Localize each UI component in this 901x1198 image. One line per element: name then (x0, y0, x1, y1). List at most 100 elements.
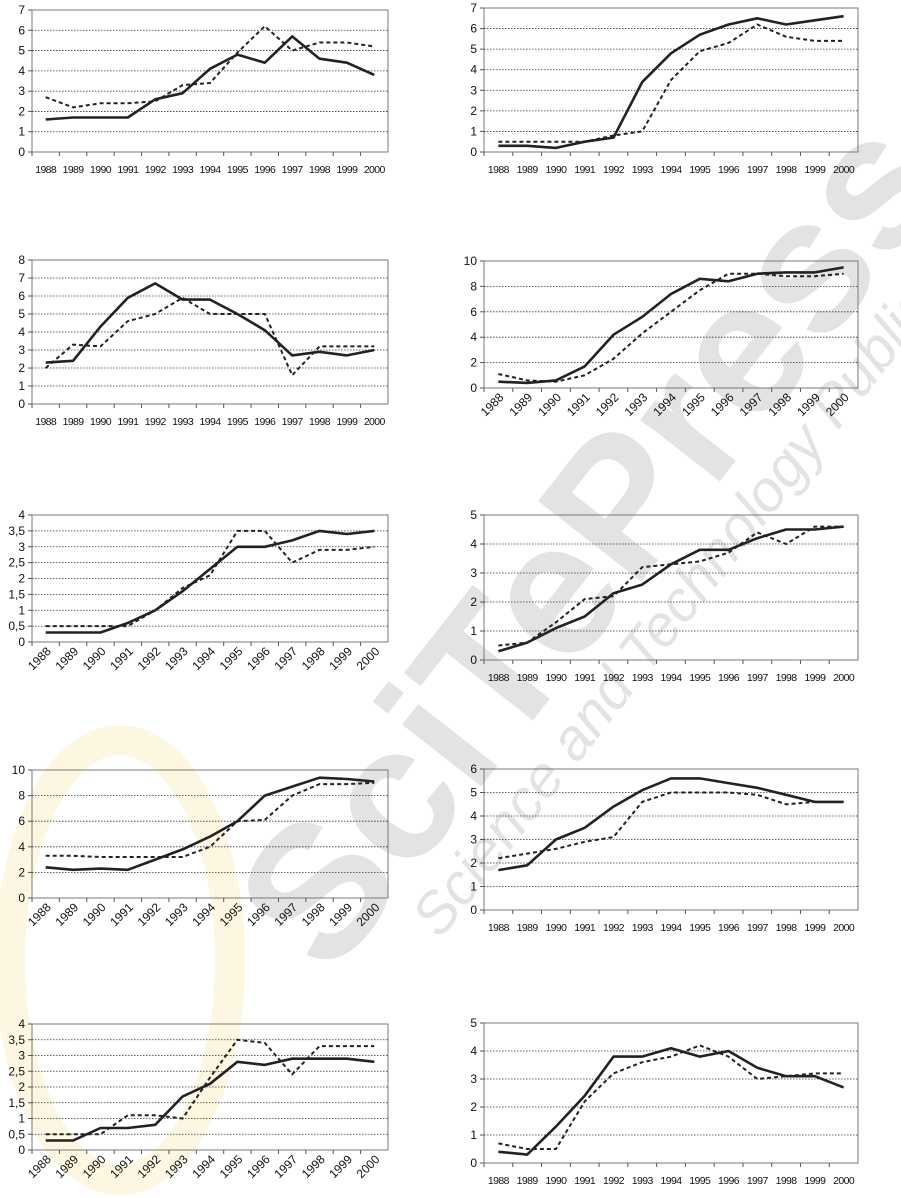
dashed-series-line (45, 296, 375, 377)
y-tick-label: 3 (470, 833, 477, 847)
y-tick-label: 1 (18, 125, 25, 139)
x-tick-label: 2000 (364, 164, 386, 176)
y-tick-label: 5 (470, 1016, 477, 1030)
y-tick-label: 5 (470, 508, 477, 522)
y-tick-label: 3,5 (8, 524, 25, 538)
dashed-series-line (45, 24, 375, 109)
x-tick-label: 1997 (747, 922, 769, 934)
x-tick-label: 1991 (574, 922, 596, 934)
x-tick-label: 1991 (574, 672, 596, 684)
x-tick-label: 1996 (254, 164, 276, 176)
x-tick-label: 1997 (282, 416, 304, 428)
x-tick-label: 2000 (833, 922, 855, 934)
y-tick-label: 2 (470, 104, 477, 118)
x-tick-label: 1991 (117, 164, 139, 176)
x-tick-label: 2000 (354, 644, 383, 673)
solid-series-line (45, 282, 375, 364)
y-tick-label: 2 (18, 572, 25, 586)
chart-2-left: 0 1 2 3 4 5 6 7 8 1988 1989 1990 1991 1992 1993 1994 199… (18, 253, 389, 428)
x-tick-label: 1996 (244, 1152, 273, 1181)
solid-series-line (45, 1057, 375, 1142)
dashed-series-line (498, 272, 844, 383)
y-tick-label: 2 (18, 104, 25, 118)
x-tick-label: 1994 (661, 672, 683, 684)
x-tick-label: 1989 (63, 164, 85, 176)
chart-4-left: 0246810198819891990199119921993199419951… (12, 763, 389, 929)
x-tick-label: 1988 (488, 672, 510, 684)
x-tick-label: 1994 (189, 1152, 218, 1181)
x-tick-label: 1989 (52, 644, 81, 673)
y-tick-label: 3,5 (8, 1033, 25, 1047)
x-tick-label: 1994 (189, 644, 218, 673)
x-tick-label: 2000 (833, 1175, 855, 1187)
y-tick-label: 3 (18, 343, 25, 357)
x-tick-label: 1999 (326, 644, 355, 673)
x-tick-label: 1998 (299, 1152, 328, 1181)
x-tick-label: 1993 (162, 900, 191, 929)
y-tick-label: 6 (18, 289, 25, 303)
y-tick-label: 3 (18, 84, 25, 98)
y-tick-label: 8 (470, 279, 477, 293)
solid-series-line (498, 14, 844, 150)
x-tick-label: 1989 (517, 672, 539, 684)
solid-series-line (498, 777, 844, 872)
y-tick-label: 3 (18, 1049, 25, 1063)
y-tick-label: 2,5 (8, 556, 25, 570)
solid-series-line (45, 529, 375, 634)
x-tick-label: 1999 (794, 390, 823, 419)
x-tick-label: 1995 (227, 164, 249, 176)
x-tick-label: 1998 (309, 164, 331, 176)
x-tick-label: 1991 (564, 390, 593, 419)
x-tick-label: 1994 (661, 1175, 683, 1187)
y-tick-label: 1 (18, 603, 25, 617)
y-tick-label: 4 (18, 840, 25, 854)
x-tick-label: 1997 (271, 1152, 300, 1181)
y-tick-label: 0 (470, 145, 477, 159)
x-tick-label: 1999 (326, 900, 355, 929)
x-tick-label: 1997 (282, 164, 304, 176)
y-tick-label: 4 (18, 64, 25, 78)
x-tick-label: 1999 (804, 164, 826, 176)
x-tick-label: 2000 (364, 416, 386, 428)
y-tick-label: 4 (470, 1044, 477, 1058)
x-tick-label: 1996 (244, 644, 273, 673)
plot-area-frame (483, 1022, 859, 1164)
y-tick-label: 7 (470, 1, 477, 15)
chart-1-left: 0 1 2 3 4 5 6 7 1988 1989 1990 1991 1992 1993 1994 1995… (18, 3, 389, 176)
y-tick-label: 6 (18, 814, 25, 828)
x-tick-label: 1994 (661, 164, 683, 176)
x-tick-label: 1999 (804, 1175, 826, 1187)
x-tick-label: 1996 (244, 900, 273, 929)
y-tick-label: 6 (470, 22, 477, 36)
x-tick-label: 1993 (162, 644, 191, 673)
chart-3-left: 00,511,522,533,5419881989199019911992199… (8, 508, 389, 673)
x-tick-label: 1996 (254, 416, 276, 428)
x-tick-label: 1999 (326, 1152, 355, 1181)
x-tick-label: 1993 (172, 164, 194, 176)
x-tick-label: 1991 (107, 1152, 136, 1181)
x-tick-label: 1990 (545, 164, 567, 176)
x-tick-label: 1992 (603, 672, 625, 684)
dashed-series-line (498, 23, 844, 143)
x-tick-label: 1988 (35, 416, 57, 428)
x-tick-label: 1994 (200, 164, 222, 176)
plot-area-frame (483, 514, 859, 661)
y-tick-label: 2 (470, 595, 477, 609)
x-tick-label: 1989 (63, 416, 85, 428)
x-tick-label: 1992 (135, 1152, 164, 1181)
x-tick-label: 1988 (25, 1152, 54, 1181)
y-tick-label: 0 (470, 1156, 477, 1170)
x-tick-label: 1994 (189, 900, 218, 929)
x-tick-label: 1993 (622, 390, 651, 419)
solid-series-line (498, 266, 844, 385)
x-tick-label: 1992 (593, 390, 622, 419)
dashed-series-line (498, 1044, 844, 1150)
x-tick-label: 1992 (135, 900, 164, 929)
y-tick-label: 1 (470, 1128, 477, 1142)
y-tick-label: 0 (470, 903, 477, 917)
y-tick-label: 8 (18, 253, 25, 267)
y-tick-label: 1 (470, 124, 477, 138)
x-tick-label: 1991 (107, 644, 136, 673)
x-tick-label: 2000 (354, 1152, 383, 1181)
